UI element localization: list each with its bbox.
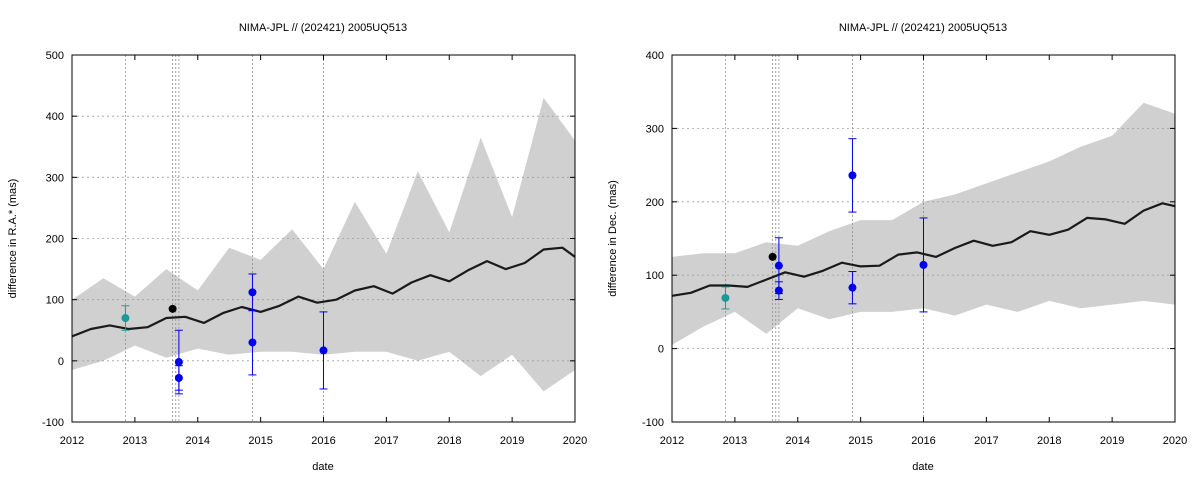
data-point: [768, 252, 777, 261]
data-point: [121, 314, 130, 323]
x-tick-label: 2012: [60, 435, 84, 447]
x-tick-label: 2016: [911, 435, 935, 447]
y-tick-label: 300: [646, 123, 664, 135]
data-point: [774, 286, 783, 295]
x-tick-label: 2014: [786, 435, 810, 447]
y-tick-label: 100: [646, 270, 664, 282]
y-tick-label: 400: [646, 50, 664, 62]
ra-panel: -100 0 100 200 300 400 500 2012 2013 2014 2015 2016…: [7, 22, 587, 473]
model-line: [71, 246, 576, 338]
chart-title: NIMA-JPL // (202421) 2005UQ513: [239, 22, 407, 34]
data-point: [848, 283, 857, 292]
y-tick-label: 100: [46, 295, 64, 307]
x-tick-label: 2017: [374, 435, 398, 447]
data-point: [248, 288, 257, 297]
data-point: [168, 304, 177, 313]
x-tick-label: 2018: [1037, 435, 1061, 447]
x-tick-label: 2017: [974, 435, 998, 447]
y-axis-label: difference in R.A.* (mas): [7, 179, 19, 299]
data-point: [919, 260, 928, 269]
y-axis-label: difference in Dec. (mas): [607, 180, 619, 297]
x-tick-label: 2015: [848, 435, 872, 447]
x-tick-label: 2018: [437, 435, 461, 447]
x-axis-label: date: [312, 461, 333, 473]
x-tick-label: 2019: [500, 435, 524, 447]
x-tick-label: 2013: [123, 435, 147, 447]
y-tick-label: 400: [46, 111, 64, 123]
plot-frame: [71, 54, 576, 423]
data-point: [174, 358, 183, 367]
x-tick-label: 2020: [563, 435, 587, 447]
x-tick-label: 2016: [311, 435, 335, 447]
y-tick-label: 200: [46, 234, 64, 246]
x-axis-label: date: [912, 461, 933, 473]
y-tick-label: 300: [46, 172, 64, 184]
y-tick-label: 0: [658, 344, 664, 356]
data-point: [319, 346, 328, 355]
y-tick-label: 200: [646, 197, 664, 209]
dec-panel: -100 0 100 200 300 400 2012 2013 2014 2015 2016 201…: [607, 22, 1187, 473]
x-tick-label: 2014: [186, 435, 210, 447]
chart-title: NIMA-JPL // (202421) 2005UQ513: [839, 22, 1007, 34]
plot-frame: [671, 54, 1176, 423]
x-tick-label: 2013: [723, 435, 747, 447]
data-point: [721, 293, 730, 302]
x-tick-label: 2020: [1163, 435, 1187, 447]
y-tick-label: -100: [42, 417, 64, 429]
x-tick-label: 2012: [660, 435, 684, 447]
x-tick-label: 2019: [1100, 435, 1124, 447]
y-tick-label: 0: [58, 356, 64, 368]
data-point: [248, 338, 257, 347]
x-tick-label: 2015: [248, 435, 272, 447]
y-tick-label: -100: [642, 417, 664, 429]
model-line: [671, 202, 1176, 297]
data-point: [774, 261, 783, 270]
uncertainty-band: [72, 97, 575, 392]
data-point: [848, 171, 857, 180]
data-point: [174, 373, 183, 382]
y-tick-label: 500: [46, 50, 64, 62]
